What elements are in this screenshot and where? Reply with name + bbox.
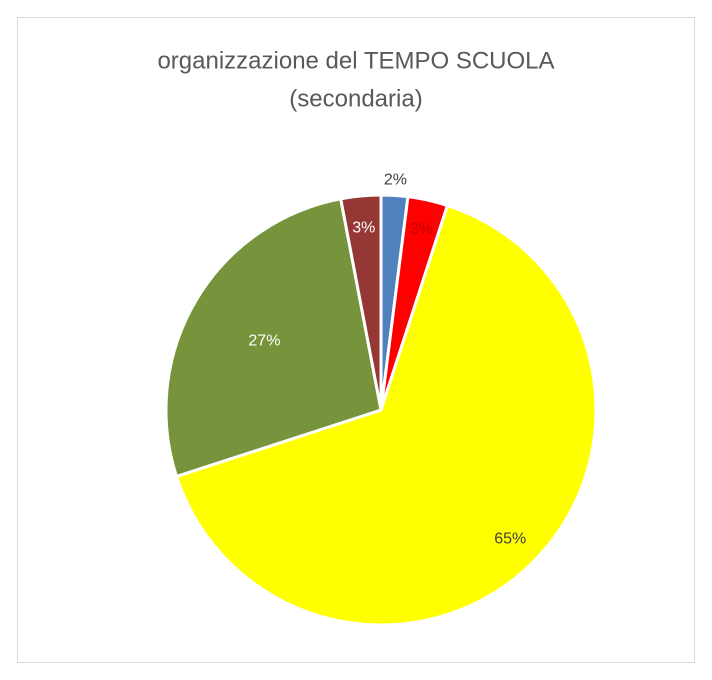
data-label: 2% — [384, 172, 407, 189]
data-label: 27% — [248, 332, 280, 349]
data-label: 3% — [410, 221, 433, 238]
data-label: 65% — [494, 530, 526, 547]
pie-slice — [174, 203, 598, 627]
pie-slice — [338, 193, 383, 411]
data-label: 3% — [352, 219, 375, 236]
pie-slice — [164, 197, 383, 479]
chart-title: organizzazione del TEMPO SCUOLA — [157, 47, 554, 74]
chart-title: (secondaria) — [289, 85, 422, 112]
